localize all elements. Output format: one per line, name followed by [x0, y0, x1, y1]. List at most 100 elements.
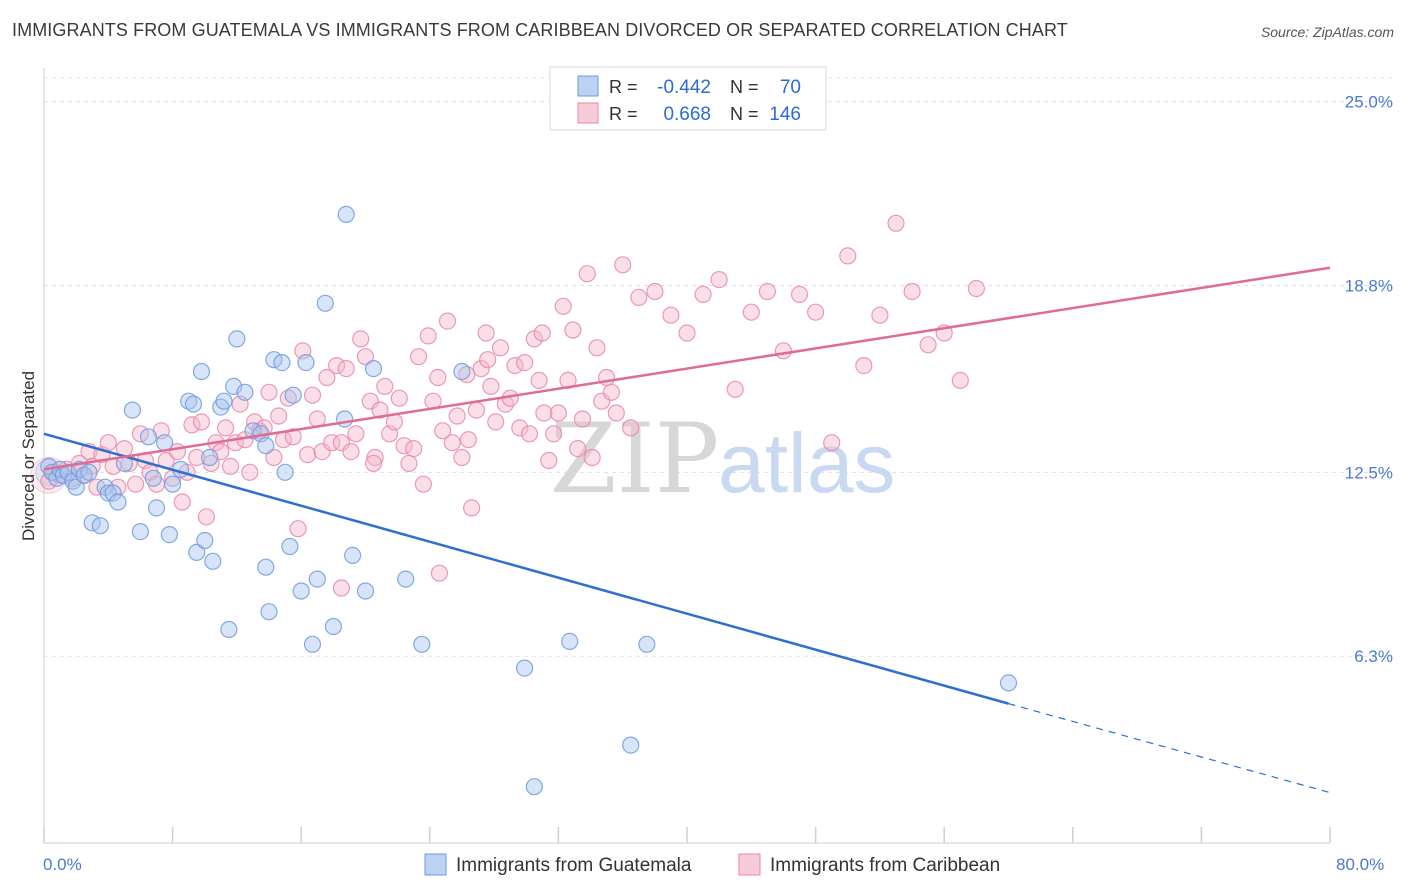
point-caribbean-70	[390, 389, 408, 407]
point-guatemala-64	[622, 736, 640, 754]
point-guatemala-14	[104, 484, 122, 502]
point-guatemala-41	[260, 603, 278, 621]
point-caribbean-34	[217, 419, 235, 437]
point-guatemala-48	[297, 354, 315, 372]
y-tick-labels: 6.3% 12.5% 18.8% 25.0%	[1345, 93, 1393, 667]
point-caribbean-65	[366, 448, 384, 467]
point-caribbean-132	[855, 357, 873, 375]
point-guatemala-37	[236, 383, 254, 401]
point-caribbean-83	[453, 448, 471, 467]
point-caribbean-100	[535, 404, 553, 422]
point-caribbean-31	[202, 454, 220, 472]
point-guatemala-27	[188, 543, 206, 562]
trend-line-caribbean	[43, 266, 1331, 471]
point-caribbean-11	[99, 434, 117, 452]
point-guatemala-60	[453, 362, 471, 381]
point-guatemala-29	[196, 531, 214, 550]
point-caribbean-75	[414, 475, 432, 493]
point-guatemala-67	[257, 437, 275, 455]
point-caribbean-125	[742, 303, 760, 321]
point-guatemala-56	[356, 582, 375, 600]
point-caribbean-47	[279, 389, 297, 407]
point-caribbean-82	[448, 407, 466, 425]
point-caribbean-51	[299, 446, 317, 464]
point-caribbean-56	[323, 434, 341, 452]
legend-n-label-guatemala: N =	[730, 77, 759, 97]
point-caribbean-107	[569, 440, 587, 458]
point-guatemala-68	[144, 469, 162, 487]
point-caribbean-39	[241, 463, 259, 481]
point-caribbean-130	[823, 434, 841, 452]
legend-n-label-caribbean: N =	[730, 104, 759, 124]
bottom-legend-label-caribbean: Immigrants from Caribbean	[770, 855, 1000, 876]
point-caribbean-76	[419, 327, 437, 345]
point-caribbean-61	[347, 425, 365, 443]
point-caribbean-29	[192, 413, 211, 431]
point-caribbean-95	[511, 419, 529, 437]
point-caribbean-128	[790, 285, 809, 303]
point-caribbean-89	[482, 377, 500, 395]
point-caribbean-120	[662, 306, 680, 324]
point-guatemala-25	[180, 392, 198, 410]
point-guatemala-19	[139, 428, 158, 446]
legend-r-value-guatemala: -0.442	[657, 77, 711, 98]
point-caribbean-81	[443, 434, 461, 452]
point-caribbean-85	[463, 499, 481, 517]
point-caribbean-52	[303, 386, 322, 404]
point-caribbean-43	[260, 383, 278, 401]
point-guatemala-47	[292, 582, 310, 600]
point-guatemala-51	[316, 294, 334, 312]
point-caribbean-124	[726, 380, 744, 398]
point-guatemala-31	[204, 552, 222, 570]
point-caribbean-131	[839, 247, 857, 265]
point-caribbean-63	[356, 348, 375, 366]
point-guatemala-11	[91, 517, 109, 535]
point-caribbean-96	[515, 354, 534, 372]
point-caribbean-79	[434, 422, 452, 440]
legend-swatch-guatemala	[577, 75, 599, 97]
point-caribbean-99	[530, 371, 548, 389]
point-caribbean-117	[622, 419, 640, 437]
point-guatemala-45	[281, 537, 299, 556]
point-guatemala-44	[276, 463, 294, 481]
point-caribbean-27	[183, 416, 201, 434]
point-guatemala-33	[215, 392, 233, 410]
point-guatemala-21	[156, 434, 174, 452]
watermark: ZIP atlas	[550, 403, 895, 515]
point-guatemala-63	[561, 632, 579, 651]
point-caribbean-104	[554, 297, 572, 315]
point-caribbean-74	[409, 348, 428, 366]
point-guatemala-53	[336, 410, 354, 428]
point-caribbean-110	[583, 448, 601, 467]
point-caribbean-71	[395, 437, 413, 455]
point-caribbean-135	[903, 282, 921, 301]
point-caribbean-115	[607, 404, 625, 422]
point-caribbean-123	[710, 271, 728, 289]
point-caribbean-57	[328, 357, 346, 375]
axes	[43, 68, 1331, 844]
point-guatemala-23	[164, 475, 182, 493]
point-caribbean-134	[887, 214, 905, 232]
point-guatemala-65	[638, 635, 656, 653]
top-legend: R = -0.442 N = 70 R = 0.668 N = 146	[549, 66, 827, 131]
legend-n-value-guatemala: 70	[780, 77, 801, 98]
point-caribbean-140	[430, 564, 448, 582]
watermark-atlas: atlas	[718, 416, 895, 510]
point-guatemala-30	[201, 448, 219, 467]
point-guatemala-62	[525, 778, 543, 796]
point-caribbean-103	[549, 404, 568, 422]
point-caribbean-143	[479, 351, 497, 369]
point-caribbean-45	[270, 407, 288, 425]
point-caribbean-35	[221, 457, 240, 475]
point-guatemala-46	[284, 386, 302, 404]
point-caribbean-101	[540, 451, 558, 470]
point-caribbean-73	[405, 440, 423, 458]
point-caribbean-49	[289, 520, 307, 538]
point-caribbean-138	[951, 371, 969, 389]
trend-lines	[43, 266, 1331, 794]
point-caribbean-88	[477, 324, 495, 342]
point-guatemala-50	[308, 570, 326, 588]
point-guatemala-26	[184, 395, 203, 413]
point-caribbean-67	[376, 377, 394, 395]
bottom-legend-swatch-caribbean	[738, 853, 761, 876]
